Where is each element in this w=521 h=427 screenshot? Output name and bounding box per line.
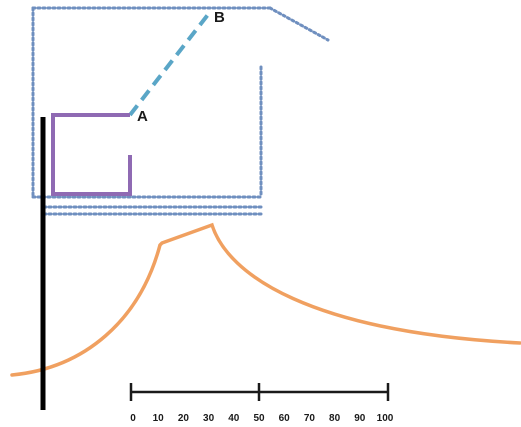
scale-tick-label: 0: [130, 413, 136, 424]
purple-bracket: [51, 113, 132, 196]
scale-tick-label: 40: [228, 413, 240, 424]
scale-tick-label: 80: [329, 413, 341, 424]
label-point-a: A: [137, 108, 148, 125]
scale-tick-label: 30: [203, 413, 215, 424]
orange-curve: [10, 222, 521, 377]
connector-a-b: [128, 10, 212, 117]
scale-tick-label: 20: [178, 413, 190, 424]
scale-tick-labels: 0 10 20 30 40 50 60 70 80 90 100: [130, 413, 394, 424]
scale-bar: [129, 383, 390, 401]
label-point-b: B: [214, 9, 225, 26]
scale-tick-label: 70: [304, 413, 316, 424]
scale-tick-label: 90: [354, 413, 366, 424]
outline-slope-edge: [268, 6, 330, 42]
scale-tick-label: 50: [253, 413, 265, 424]
scale-tick-label: 100: [377, 413, 394, 424]
dotted-outline: [31, 6, 330, 216]
scale-tick-label: 10: [153, 413, 165, 424]
scale-tick-label: 60: [279, 413, 291, 424]
